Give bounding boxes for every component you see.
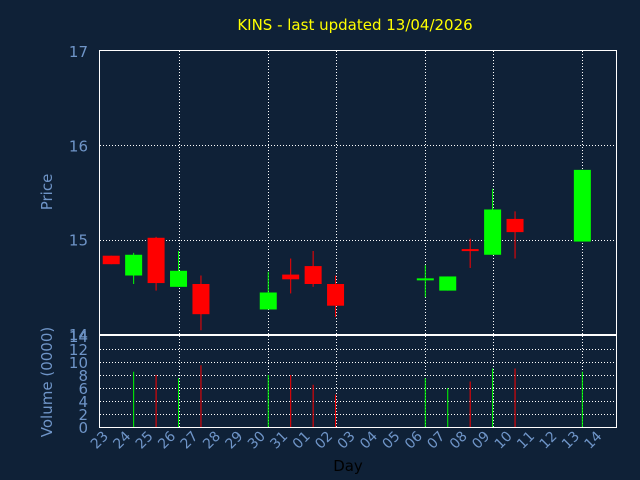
volume-tick-label: 0 [78, 419, 88, 437]
candle [416, 265, 434, 298]
day-tick-label: 07 [424, 429, 448, 453]
volume-grid [100, 336, 616, 427]
candle-body [327, 284, 345, 306]
candle [102, 255, 120, 265]
candle-body [125, 254, 143, 276]
day-tick-label: 05 [380, 429, 404, 453]
volume-axis-label: Volume (0000) [38, 327, 56, 437]
price-axis-ticks: 14 15 16 17 [69, 43, 88, 344]
candle [170, 250, 188, 287]
day-tick-label: 26 [155, 428, 179, 452]
candle-body [147, 237, 165, 284]
candle [461, 238, 479, 268]
candle-body [192, 284, 210, 315]
price-candles [102, 169, 591, 331]
day-tick-label: 11 [514, 429, 538, 453]
candle [506, 211, 524, 259]
volume-tick-label: 8 [78, 367, 88, 385]
volume-tick-label: 4 [78, 393, 88, 411]
volume-panel-frame [99, 335, 617, 428]
day-tick-label: 31 [267, 429, 291, 453]
price-grid [100, 51, 616, 334]
day-tick-label: 09 [469, 429, 493, 453]
day-tick-label: 06 [402, 428, 426, 452]
candle [439, 276, 457, 291]
candle-body [170, 270, 188, 287]
day-axis-label: Day [333, 457, 363, 475]
day-tick-label: 08 [447, 429, 471, 453]
volume-tick-label: 14 [69, 328, 88, 346]
day-axis-ticks: 2324252627282930310102030405060708091011… [88, 428, 606, 452]
candle-body [439, 276, 457, 291]
day-tick-label: 10 [492, 429, 516, 453]
candle [259, 271, 277, 310]
day-tick-label: 25 [133, 429, 157, 453]
day-tick-label: 30 [245, 429, 269, 453]
candle-body [573, 169, 591, 242]
day-tick-label: 29 [223, 429, 247, 453]
candle-body [304, 266, 322, 285]
candle-body [484, 209, 502, 255]
candle [304, 250, 322, 287]
candle [573, 169, 591, 242]
price-axis-label: Price [38, 174, 56, 211]
day-tick-label: 03 [335, 429, 359, 453]
candle-body [259, 292, 277, 310]
candle-body [282, 274, 300, 280]
candle-body [461, 249, 479, 252]
volume-tick-label: 12 [69, 341, 88, 359]
candle [327, 275, 345, 318]
day-tick-label: 23 [88, 429, 112, 453]
day-tick-label: 24 [110, 428, 134, 452]
volume-tick-label: 2 [78, 406, 88, 424]
candle [125, 252, 143, 285]
price-tick-label: 14 [69, 326, 88, 344]
candle-body [102, 255, 120, 265]
price-tick-label: 17 [69, 43, 88, 61]
day-tick-label: 04 [357, 428, 381, 452]
day-tick-label: 02 [312, 429, 336, 453]
day-tick-label: 14 [581, 428, 605, 452]
price-panel-frame [99, 50, 617, 335]
price-tick-label: 16 [69, 137, 88, 155]
volume-tick-label: 10 [69, 354, 88, 372]
volume-bars [133, 365, 583, 427]
day-tick-label: 27 [178, 429, 202, 453]
candle [282, 258, 300, 294]
day-tick-label: 12 [537, 429, 561, 453]
candle [147, 236, 165, 291]
candle [484, 188, 502, 255]
day-tick-label: 28 [200, 429, 224, 453]
chart-title: KINS - last updated 13/04/2026 [237, 16, 472, 34]
day-tick-label: 13 [559, 429, 583, 453]
price-tick-label: 15 [69, 232, 88, 250]
volume-tick-label: 6 [78, 380, 88, 398]
candle-body [416, 278, 434, 281]
candle-body [506, 218, 524, 233]
candle [192, 275, 210, 331]
day-tick-label: 01 [290, 429, 314, 453]
